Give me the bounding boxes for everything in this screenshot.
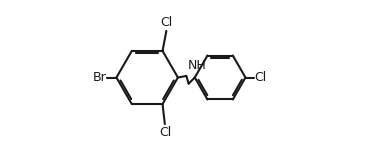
Text: Cl: Cl: [161, 16, 173, 29]
Text: Br: Br: [93, 71, 107, 84]
Text: Cl: Cl: [159, 126, 172, 139]
Text: NH: NH: [188, 59, 206, 72]
Text: Cl: Cl: [254, 71, 267, 84]
